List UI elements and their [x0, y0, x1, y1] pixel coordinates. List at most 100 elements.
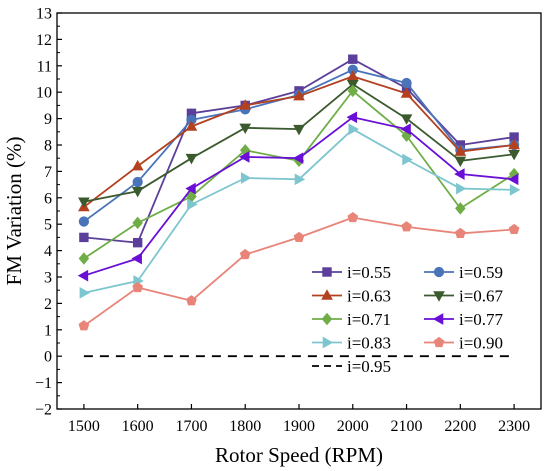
y-tick-label: 7 — [44, 164, 52, 181]
legend-label: i=0.77 — [459, 310, 504, 329]
legend-marker — [322, 267, 332, 277]
data-point — [508, 223, 520, 235]
data-point — [508, 138, 520, 150]
data-point — [348, 54, 358, 64]
data-point — [186, 295, 197, 306]
data-point — [293, 231, 305, 242]
data-point — [507, 173, 519, 186]
data-point — [79, 286, 91, 299]
data-point — [132, 176, 143, 188]
data-point — [346, 111, 358, 124]
y-tick-label: 10 — [36, 85, 52, 102]
x-tick-label: 1600 — [122, 418, 154, 435]
series-i-0-83 — [79, 123, 521, 299]
y-tick-label: 8 — [44, 138, 52, 155]
data-point — [401, 77, 412, 89]
data-point — [78, 320, 90, 331]
x-tick-label: 1500 — [68, 418, 100, 435]
y-tick-label: 1 — [44, 322, 52, 339]
y-tick-label: 4 — [44, 243, 52, 260]
data-point — [347, 211, 359, 223]
data-point — [132, 216, 143, 230]
y-tick-label: 12 — [36, 32, 52, 49]
data-point — [292, 152, 304, 165]
legend-item: i=0.59 — [424, 263, 503, 282]
legend-item: i=0.55 — [312, 263, 391, 282]
legend-item: i=0.95 — [312, 357, 391, 376]
data-point — [401, 221, 412, 232]
legend-label: i=0.95 — [347, 357, 391, 376]
data-point — [187, 198, 198, 211]
series-i-0-77 — [77, 111, 519, 282]
legend-marker — [322, 336, 334, 349]
y-tick-label: 2 — [44, 296, 52, 313]
data-point — [293, 124, 305, 136]
data-point — [131, 159, 144, 171]
x-tick-label: 2200 — [444, 418, 476, 435]
y-tick-label: −1 — [35, 375, 52, 392]
y-tick-label: 0 — [44, 349, 52, 366]
data-point — [240, 172, 252, 184]
data-point — [185, 153, 198, 165]
data-point — [239, 151, 250, 163]
y-tick-label: 5 — [44, 217, 52, 234]
legend-item: i=0.83 — [312, 334, 391, 353]
data-point — [509, 184, 521, 196]
data-point — [454, 145, 467, 156]
data-point — [185, 120, 198, 131]
legend-marker — [321, 289, 333, 300]
data-point — [132, 281, 144, 293]
y-tick-label: 13 — [36, 6, 52, 23]
data-point — [454, 227, 466, 239]
data-point — [79, 232, 89, 243]
series-line — [83, 128, 515, 294]
data-point — [454, 168, 465, 180]
legend-marker — [433, 266, 445, 278]
data-point — [455, 202, 466, 215]
data-point — [78, 216, 90, 227]
legend-label: i=0.71 — [347, 310, 391, 329]
legend: i=0.55 i=0.59 i=0.63 i=0.67 i=0.71 i=0.77 i=0.… — [312, 263, 504, 376]
data-point — [239, 123, 252, 135]
data-point — [454, 156, 467, 168]
data-point — [77, 269, 89, 282]
data-point — [78, 197, 90, 208]
legend-label: i=0.63 — [347, 287, 391, 306]
data-point — [348, 123, 359, 136]
data-point — [293, 89, 305, 101]
data-point — [131, 186, 144, 198]
legend-marker — [432, 313, 444, 325]
data-point — [294, 173, 306, 186]
data-point — [400, 114, 413, 125]
x-axis: 1500 1600 1700 1800 1900 2000 2100 2200 2300 — [56, 404, 542, 435]
series-i-0-63 — [78, 70, 520, 212]
y-axis-title: FM Variation (%) — [2, 137, 26, 286]
legend-label: i=0.90 — [459, 334, 503, 353]
x-tick-label: 2000 — [337, 418, 369, 435]
legend-label: i=0.67 — [459, 287, 504, 306]
data-point — [239, 99, 252, 110]
legend-label: i=0.59 — [459, 263, 503, 282]
data-point — [400, 87, 413, 98]
data-point — [456, 182, 467, 195]
y-tick-label: 6 — [44, 190, 52, 207]
series-line — [83, 83, 515, 203]
legend-marker — [433, 291, 445, 302]
legend-label: i=0.55 — [347, 263, 391, 282]
data-point — [131, 252, 142, 265]
legend-marker — [321, 312, 333, 326]
legend-item: i=0.67 — [424, 287, 504, 306]
legend-label: i=0.83 — [347, 334, 391, 353]
x-tick-label: 1700 — [175, 418, 207, 435]
y-tick-label: −2 — [35, 402, 52, 419]
y-tick-label: 11 — [37, 58, 52, 75]
series-i-0-90 — [78, 211, 520, 331]
legend-item: i=0.90 — [424, 334, 503, 353]
data-point — [508, 149, 520, 161]
legend-item: i=0.77 — [424, 310, 504, 329]
data-point — [132, 237, 143, 248]
data-point — [400, 123, 411, 136]
x-axis-title: Rotor Speed (RPM) — [215, 443, 383, 467]
